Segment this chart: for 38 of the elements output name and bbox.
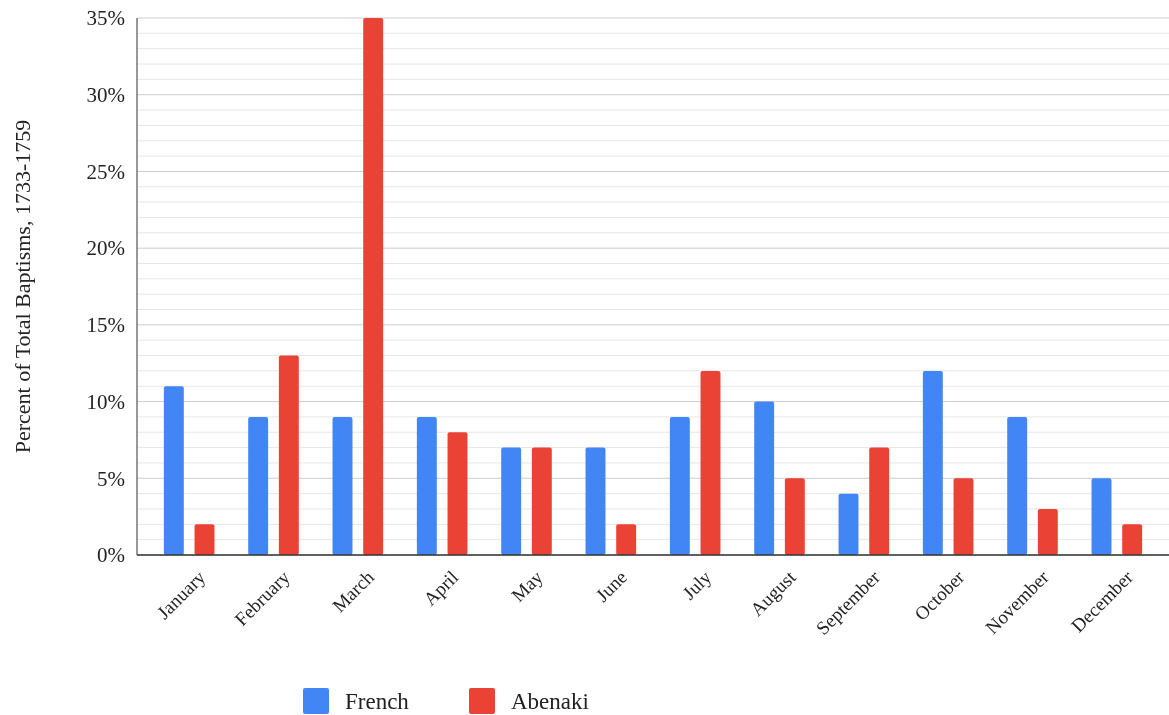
bar (447, 432, 468, 555)
y-axis-title: Percent of Total Baptisms, 1733-1759 (10, 119, 35, 454)
x-tick-label: July (678, 566, 716, 604)
bar (332, 416, 353, 555)
legend-label: Abenaki (511, 689, 589, 715)
y-tick-label: 15% (86, 313, 125, 338)
bar (616, 524, 637, 555)
bar (278, 355, 299, 555)
bar (416, 416, 437, 555)
bar (700, 370, 721, 555)
bar (501, 447, 522, 555)
y-tick-label: 25% (86, 159, 125, 184)
bar (838, 493, 859, 555)
y-tick-label: 20% (86, 236, 125, 261)
y-tick-label: 30% (86, 83, 125, 108)
bar (1037, 508, 1058, 555)
bar (784, 478, 805, 555)
y-tick-label: 35% (86, 6, 125, 31)
bar (163, 386, 184, 555)
bar (363, 18, 384, 555)
legend-label: French (345, 689, 410, 715)
y-tick-label: 10% (86, 389, 125, 414)
bar (869, 447, 890, 555)
y-tick-label: 5% (97, 466, 125, 491)
bar (1007, 416, 1028, 555)
bar (531, 447, 552, 555)
bar (953, 478, 974, 555)
x-tick-label: June (591, 566, 632, 606)
bar (669, 416, 690, 555)
bar (1091, 478, 1112, 555)
x-tick-label: May (507, 566, 548, 606)
bar (585, 447, 606, 555)
bar (194, 524, 215, 555)
bar (1122, 524, 1143, 555)
y-tick-label: 0% (97, 543, 125, 568)
bar (754, 401, 775, 555)
bar (248, 416, 269, 555)
bar (922, 370, 943, 555)
